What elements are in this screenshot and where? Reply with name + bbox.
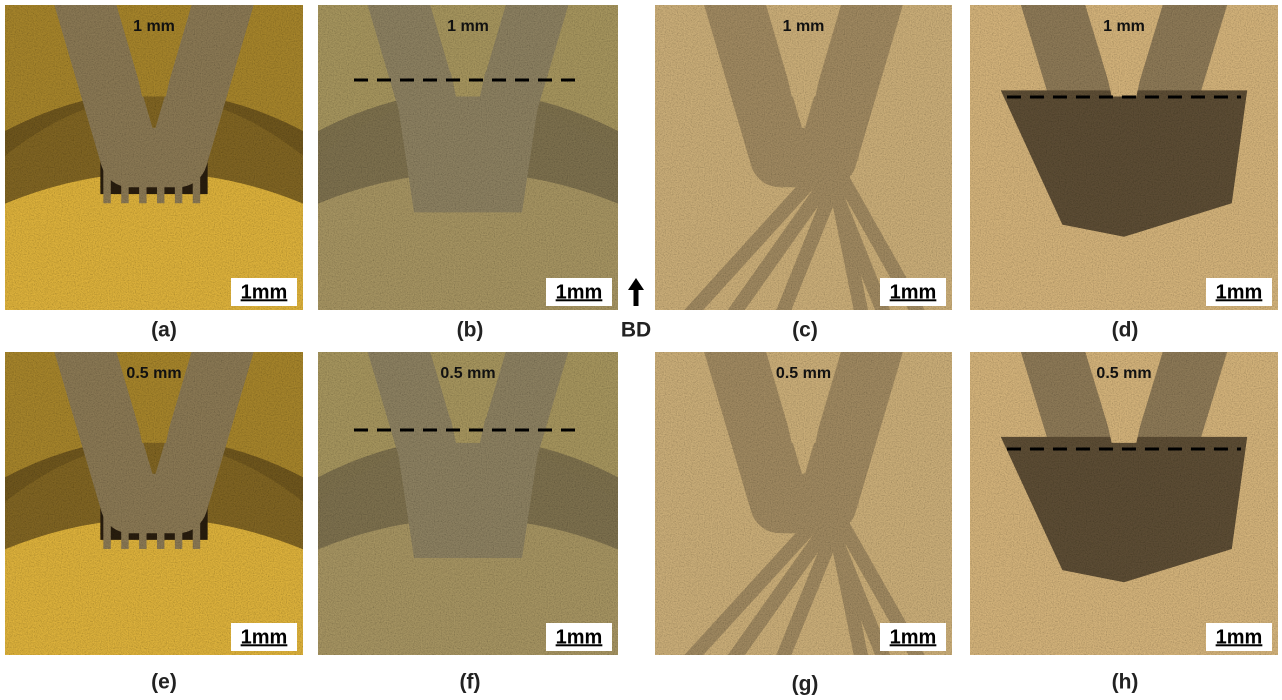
panel-caption: (a) <box>151 319 177 342</box>
panel-caption: (h) <box>1112 671 1139 694</box>
spacing-label: 1 mm <box>133 18 175 35</box>
spacing-label: 1 mm <box>1103 18 1145 35</box>
spacing-label: 1 mm <box>783 18 825 35</box>
scale-label: 1mm <box>890 281 937 303</box>
bd-label: BD <box>621 319 651 342</box>
micrograph <box>970 0 1278 310</box>
panel: 0.5 mm 1mm <box>0 332 323 675</box>
scale-label: 1mm <box>890 626 937 648</box>
spacing-label: 0.5 mm <box>126 365 181 382</box>
spacing-label: 0.5 mm <box>1096 365 1151 382</box>
panel-caption: (b) <box>457 319 484 342</box>
spacing-label: 0.5 mm <box>440 365 495 382</box>
texture <box>655 0 952 320</box>
spacing-label: 0.5 mm <box>776 365 831 382</box>
panel-caption: (d) <box>1112 319 1139 342</box>
texture <box>970 0 1278 310</box>
panel: 1 mm 1mm <box>655 0 952 320</box>
scale-label: 1mm <box>1216 626 1263 648</box>
scale-label: 1mm <box>1216 281 1263 303</box>
panel-caption: (c) <box>792 319 818 342</box>
bd-arrowhead <box>628 278 644 290</box>
scale-label: 1mm <box>241 281 288 303</box>
panel: 0.5 mm 1mm <box>970 332 1278 655</box>
panel: 1 mm 1mm <box>970 0 1278 310</box>
figure: BD 1 mm 1mm (a) 1 mm 1mm (b) 1 mm 1mm (c) 1 mm 1mm… <box>0 0 1282 700</box>
panel: 0.5 mm 1mm <box>655 332 952 665</box>
scale-label: 1mm <box>556 281 603 303</box>
scale-label: 1mm <box>556 626 603 648</box>
scale-label: 1mm <box>241 626 288 648</box>
panel-caption: (g) <box>792 673 819 696</box>
build-direction: BD <box>621 278 651 342</box>
spacing-label: 1 mm <box>447 18 489 35</box>
panel: 1 mm 1mm <box>298 0 638 330</box>
panel-caption: (e) <box>151 671 177 694</box>
panel-caption: (f) <box>460 671 481 694</box>
panel: 1 mm 1mm <box>0 0 323 330</box>
panel: 0.5 mm 1mm <box>298 332 638 675</box>
micrograph <box>655 0 952 320</box>
